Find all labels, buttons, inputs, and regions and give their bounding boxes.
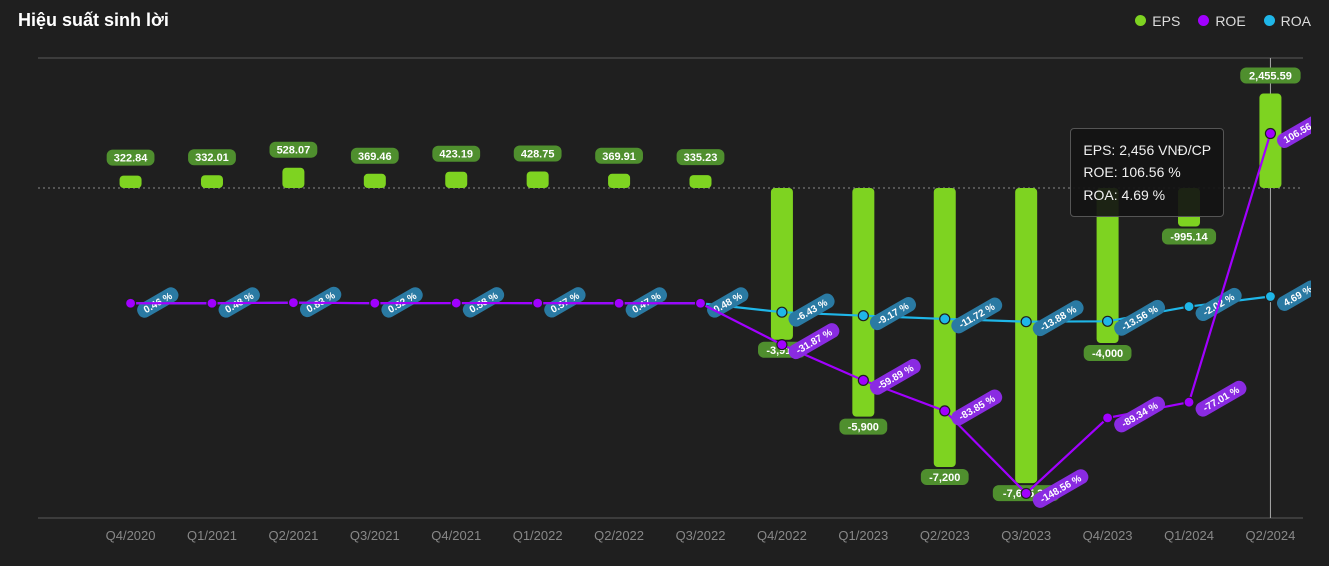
eps-bar-label: 335.23 [677, 149, 725, 165]
svg-text:428.75: 428.75 [521, 149, 555, 161]
roe-point[interactable] [288, 298, 298, 308]
legend-dot-roe [1198, 15, 1209, 26]
svg-text:Q1/2021: Q1/2021 [187, 528, 237, 543]
roa-point-label: 0.48 % [705, 285, 751, 320]
svg-text:Q1/2023: Q1/2023 [838, 528, 888, 543]
roa-point[interactable] [1021, 317, 1031, 327]
eps-bar-label: -995.14 [1162, 229, 1216, 245]
roa-point[interactable] [1103, 316, 1113, 326]
eps-bar-label: 2,455.59 [1240, 68, 1300, 84]
eps-bar[interactable] [364, 174, 386, 188]
svg-text:Q1/2024: Q1/2024 [1164, 528, 1214, 543]
roe-point[interactable] [696, 298, 706, 308]
roa-point[interactable] [940, 314, 950, 324]
roe-point[interactable] [126, 298, 136, 308]
legend-label-roe: ROE [1215, 13, 1245, 29]
legend-item-eps[interactable]: EPS [1135, 13, 1180, 29]
chart-header: Hiệu suất sinh lời EPS ROE ROA [18, 10, 1311, 31]
roe-point[interactable] [370, 298, 380, 308]
legend-label-roa: ROA [1281, 13, 1311, 29]
svg-text:Q1/2022: Q1/2022 [513, 528, 563, 543]
roa-point-label: -13.56 % [1112, 297, 1168, 338]
svg-text:-995.14: -995.14 [1170, 232, 1208, 244]
roe-point[interactable] [1021, 488, 1031, 498]
eps-bar-label: 332.01 [188, 149, 236, 165]
eps-bar-label: 423.19 [432, 146, 480, 162]
legend-dot-roa [1264, 15, 1275, 26]
roe-point[interactable] [858, 375, 868, 385]
roa-point-label: 4.69 % [1274, 278, 1311, 313]
eps-bar[interactable] [282, 168, 304, 188]
chart-title: Hiệu suất sinh lời [18, 10, 169, 31]
eps-bar-label: -5,900 [839, 419, 887, 435]
eps-bar[interactable] [690, 175, 712, 188]
svg-text:Q3/2022: Q3/2022 [676, 528, 726, 543]
roe-point[interactable] [614, 298, 624, 308]
chart-legend: EPS ROE ROA [1135, 13, 1311, 29]
svg-text:322.84: 322.84 [114, 153, 149, 165]
eps-bar[interactable] [1178, 188, 1200, 227]
svg-text:Q2/2024: Q2/2024 [1245, 528, 1295, 543]
svg-text:Q2/2022: Q2/2022 [594, 528, 644, 543]
roe-point[interactable] [1265, 129, 1275, 139]
roe-point[interactable] [1184, 397, 1194, 407]
svg-text:335.23: 335.23 [684, 152, 718, 164]
roa-point-label: -9.17 % [867, 294, 918, 332]
eps-bar[interactable] [527, 172, 549, 188]
svg-text:369.46: 369.46 [358, 151, 392, 163]
svg-text:Q2/2023: Q2/2023 [920, 528, 970, 543]
svg-text:-4,000: -4,000 [1092, 348, 1123, 360]
legend-dot-eps [1135, 15, 1146, 26]
svg-text:528.07: 528.07 [277, 145, 311, 157]
roa-point[interactable] [777, 307, 787, 317]
chart-plot-area[interactable]: Q4/2020 Q1/2021 Q2/2021 Q3/2021 Q4/2021 Q1/20… [18, 48, 1311, 562]
svg-text:Q4/2021: Q4/2021 [431, 528, 481, 543]
svg-text:Q4/2020: Q4/2020 [106, 528, 156, 543]
svg-text:Q4/2023: Q4/2023 [1083, 528, 1133, 543]
legend-item-roa[interactable]: ROA [1264, 13, 1311, 29]
roa-point-label: -6.43 % [786, 291, 837, 329]
eps-bar-label: 322.84 [107, 150, 155, 166]
legend-item-roe[interactable]: ROE [1198, 13, 1245, 29]
eps-bar-label: 428.75 [514, 146, 562, 162]
roa-point-label: -13.88 % [1030, 298, 1086, 339]
roe-point[interactable] [207, 298, 217, 308]
svg-text:332.01: 332.01 [195, 152, 229, 164]
roe-point[interactable] [451, 298, 461, 308]
eps-bar-label: 369.46 [351, 148, 399, 164]
eps-bar[interactable] [201, 175, 223, 188]
eps-bar-label: 369.91 [595, 148, 643, 164]
roe-point[interactable] [533, 298, 543, 308]
svg-text:2,455.59: 2,455.59 [1249, 71, 1292, 83]
eps-bar[interactable] [608, 174, 630, 188]
chart-svg: Q4/2020 Q1/2021 Q2/2021 Q3/2021 Q4/2021 Q1/20… [18, 48, 1311, 558]
svg-text:-7,200: -7,200 [929, 472, 960, 484]
eps-bar[interactable] [1015, 188, 1037, 483]
svg-text:423.19: 423.19 [439, 149, 473, 161]
legend-label-eps: EPS [1152, 13, 1180, 29]
roe-point-label: -77.01 % [1193, 378, 1249, 419]
roe-point[interactable] [777, 340, 787, 350]
profitability-chart-panel: Hiệu suất sinh lời EPS ROE ROA Q4/2020 Q1… [0, 0, 1329, 566]
eps-bar[interactable] [120, 176, 142, 188]
roa-point[interactable] [858, 311, 868, 321]
eps-bar[interactable] [445, 172, 467, 188]
svg-text:Q3/2023: Q3/2023 [1001, 528, 1051, 543]
eps-bar-label: 528.07 [270, 142, 318, 158]
eps-bar-label: -4,000 [1084, 345, 1132, 361]
eps-bar-label: -7,200 [921, 469, 969, 485]
svg-text:-5,900: -5,900 [848, 422, 879, 434]
roa-point[interactable] [1265, 291, 1275, 301]
roe-point-label: -31.87 % [786, 321, 842, 362]
roe-point[interactable] [1103, 413, 1113, 423]
svg-text:Q3/2021: Q3/2021 [350, 528, 400, 543]
roe-point-label: -83.85 % [949, 387, 1005, 428]
roe-point[interactable] [940, 406, 950, 416]
roa-point-label: -11.72 % [949, 295, 1005, 336]
svg-text:Q2/2021: Q2/2021 [268, 528, 318, 543]
roa-point[interactable] [1184, 302, 1194, 312]
svg-text:369.91: 369.91 [602, 151, 636, 163]
svg-text:Q4/2022: Q4/2022 [757, 528, 807, 543]
